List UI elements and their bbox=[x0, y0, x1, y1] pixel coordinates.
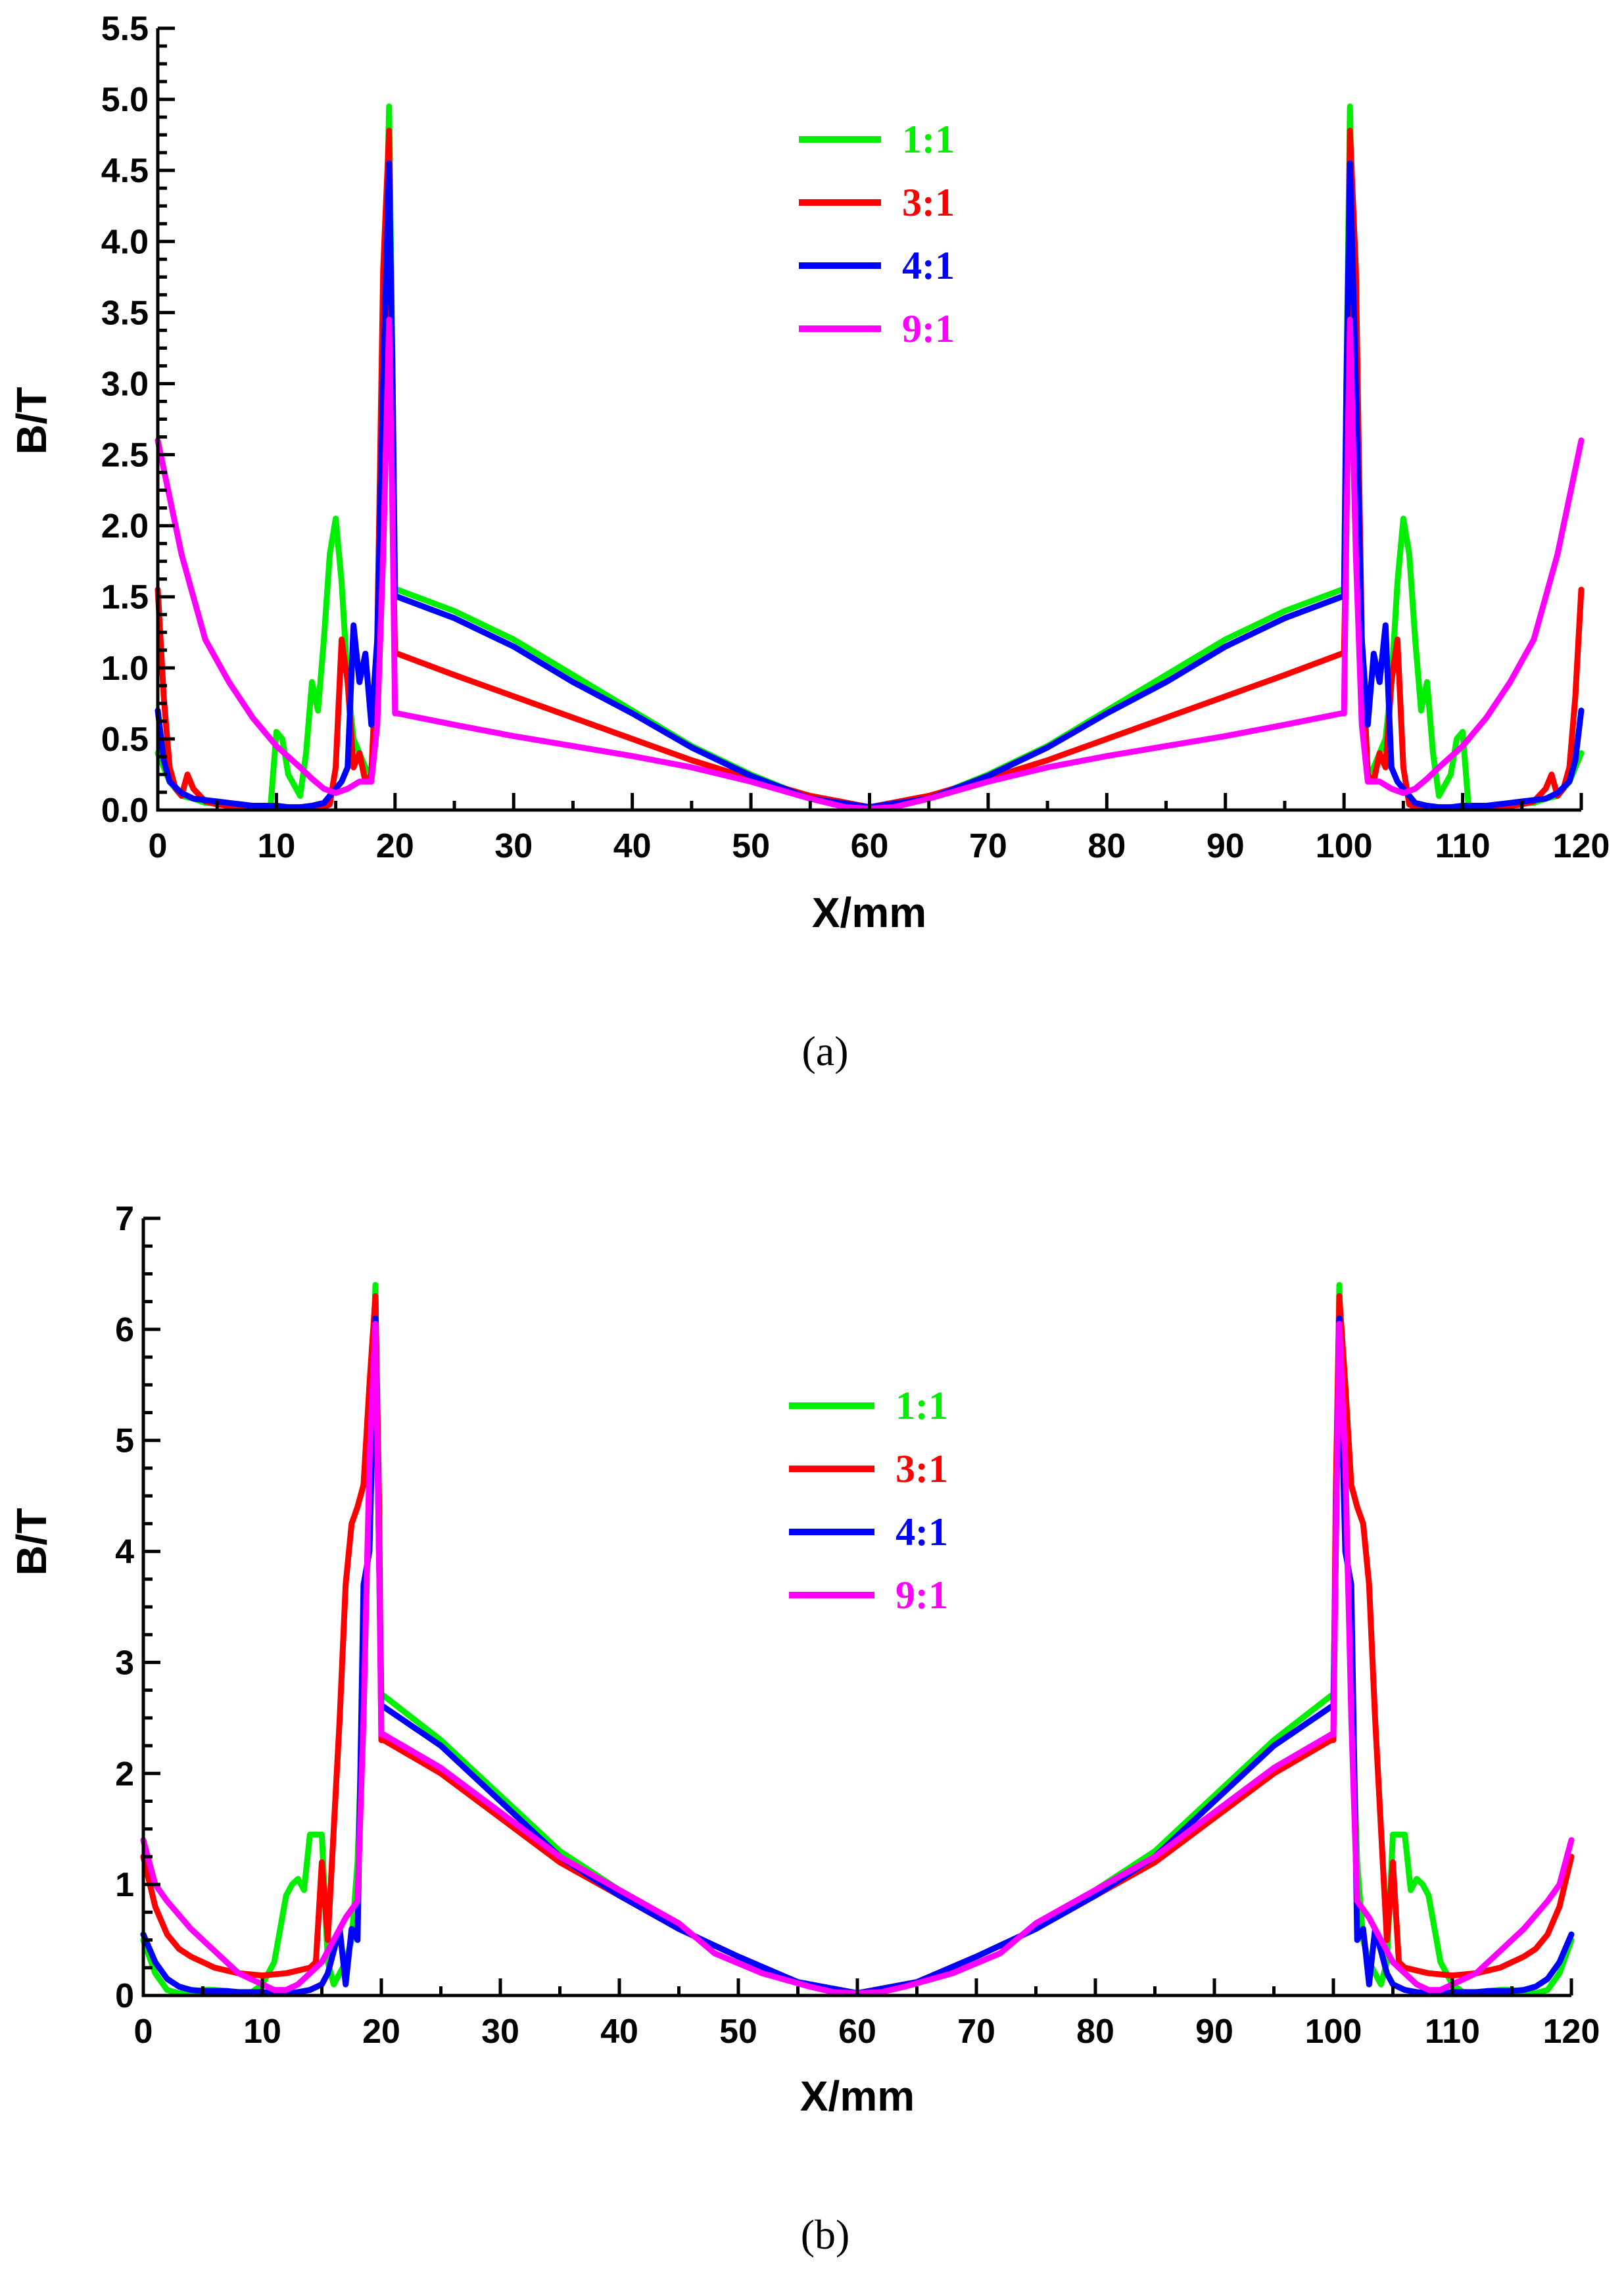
chart-a-y-tick-label: 4.0 bbox=[101, 223, 149, 261]
chart-b-legend-label: 9:1 bbox=[896, 1573, 948, 1617]
chart-b-series-group bbox=[140, 1281, 1575, 1997]
chart-a-y-axis-title: B/T bbox=[8, 387, 55, 454]
chart-b-y-tick-label: 4 bbox=[115, 1533, 134, 1571]
chart-a-y-tick-label: 5.5 bbox=[101, 10, 149, 48]
chart-b-y-axis-title: B/T bbox=[8, 1508, 55, 1575]
chart-a-y-tick-label: 3.5 bbox=[101, 294, 149, 332]
chart-a-y-tick-label: 5.0 bbox=[101, 81, 149, 119]
chart-a-y-tick-label: 1.5 bbox=[101, 579, 149, 617]
chart-a-panel-label: (a) bbox=[801, 1028, 848, 1074]
chart-b-y-tick-label: 6 bbox=[115, 1311, 134, 1349]
chart-b-x-tick-label: 110 bbox=[1425, 2013, 1480, 2051]
chart-a-legend-label: 3:1 bbox=[902, 181, 955, 224]
chart-b-y-tick-label: 0 bbox=[115, 1977, 134, 2015]
chart-a-legend: 1:1 3:1 4:1 9:1 bbox=[799, 118, 955, 350]
chart-a-x-tick-label: 60 bbox=[851, 827, 889, 865]
chart-a-y-tick-label: 0.5 bbox=[101, 721, 149, 759]
chart-b-legend-label: 1:1 bbox=[896, 1384, 948, 1427]
chart-panel-a: 0 10 20 30 40 50 60 70 80 90 100 110 120 0.0 0.5 1.0 1.… bbox=[8, 10, 1610, 1074]
chart-a-y-ticks: 0.0 0.5 1.0 1.5 2.0 2.5 3.0 3.5 4.0 4.5 5.0 5.5 bbox=[101, 10, 175, 830]
chart-b-legend-label: 3:1 bbox=[896, 1447, 948, 1491]
chart-a-x-tick-label: 80 bbox=[1087, 827, 1126, 865]
chart-a-x-tick-label: 100 bbox=[1316, 827, 1373, 865]
chart-a-legend-label: 9:1 bbox=[902, 307, 955, 350]
chart-a-x-tick-label: 30 bbox=[494, 827, 533, 865]
chart-a-x-tick-label: 120 bbox=[1553, 827, 1610, 865]
chart-b-y-tick-label: 7 bbox=[115, 1200, 134, 1238]
chart-a-x-tick-label: 0 bbox=[149, 827, 168, 865]
chart-b-series-9-1 bbox=[140, 1320, 1575, 1997]
chart-a-x-tick-label: 40 bbox=[613, 827, 652, 865]
chart-a-y-tick-label: 2.0 bbox=[101, 508, 149, 546]
chart-b-legend: 1:1 3:1 4:1 9:1 bbox=[789, 1384, 948, 1617]
chart-b-y-ticks: 0 1 2 3 4 5 6 7 bbox=[115, 1200, 160, 2015]
chart-a-x-tick-label: 90 bbox=[1206, 827, 1245, 865]
chart-a-legend-label: 4:1 bbox=[902, 244, 955, 287]
chart-a-x-tick-label: 10 bbox=[257, 827, 295, 865]
chart-a-y-tick-label: 3.0 bbox=[101, 365, 149, 403]
chart-b-legend-label: 4:1 bbox=[896, 1510, 948, 1554]
chart-b-panel-label: (b) bbox=[801, 2211, 850, 2258]
chart-b-x-tick-label: 90 bbox=[1195, 2013, 1233, 2051]
chart-b-x-tick-label: 30 bbox=[481, 2013, 519, 2051]
chart-a-x-tick-label: 110 bbox=[1435, 827, 1491, 865]
chart-b-x-tick-label: 80 bbox=[1076, 2013, 1114, 2051]
chart-b-x-tick-label: 100 bbox=[1305, 2013, 1362, 2051]
chart-a-y-tick-label: 4.5 bbox=[101, 152, 149, 190]
chart-a-legend-label: 1:1 bbox=[902, 118, 955, 161]
chart-b-y-tick-label: 1 bbox=[115, 1866, 134, 1904]
chart-a-x-tick-label: 50 bbox=[732, 827, 770, 865]
chart-b-x-tick-label: 50 bbox=[719, 2013, 757, 2051]
chart-a-x-tick-label: 20 bbox=[376, 827, 414, 865]
chart-a-y-tick-label: 2.5 bbox=[101, 437, 149, 475]
chart-b-x-tick-label: 120 bbox=[1543, 2013, 1600, 2051]
chart-a-series-group bbox=[155, 103, 1585, 812]
chart-b-x-tick-label: 70 bbox=[957, 2013, 995, 2051]
chart-b-x-tick-label: 0 bbox=[134, 2013, 153, 2051]
chart-b-x-ticks: 0 10 20 30 40 50 60 70 80 90 100 110 120 bbox=[134, 1978, 1600, 2051]
chart-a-x-axis-title: X/mm bbox=[812, 889, 926, 936]
chart-b-y-tick-label: 5 bbox=[115, 1422, 134, 1460]
chart-b-x-tick-label: 10 bbox=[243, 2013, 281, 2051]
chart-b-y-tick-label: 2 bbox=[115, 1755, 134, 1793]
chart-a-y-tick-label: 0.0 bbox=[101, 792, 149, 830]
chart-b-x-tick-label: 40 bbox=[600, 2013, 638, 2051]
chart-panel-b: 0 10 20 30 40 50 60 70 80 90 100 110 120 0 1 2 3 4 5 6 7 X/… bbox=[8, 1200, 1600, 2258]
chart-a-x-tick-label: 70 bbox=[969, 827, 1007, 865]
chart-b-x-tick-label: 20 bbox=[362, 2013, 400, 2051]
chart-b-y-tick-label: 3 bbox=[115, 1644, 134, 1682]
chart-b-x-tick-label: 60 bbox=[838, 2013, 876, 2051]
chart-a-series-4-1 bbox=[155, 160, 1585, 811]
chart-a-x-ticks: 0 10 20 30 40 50 60 70 80 90 100 110 120 bbox=[149, 793, 1610, 865]
chart-b-x-axis-title: X/mm bbox=[800, 2072, 915, 2120]
chart-a-y-tick-label: 1.0 bbox=[101, 650, 149, 688]
